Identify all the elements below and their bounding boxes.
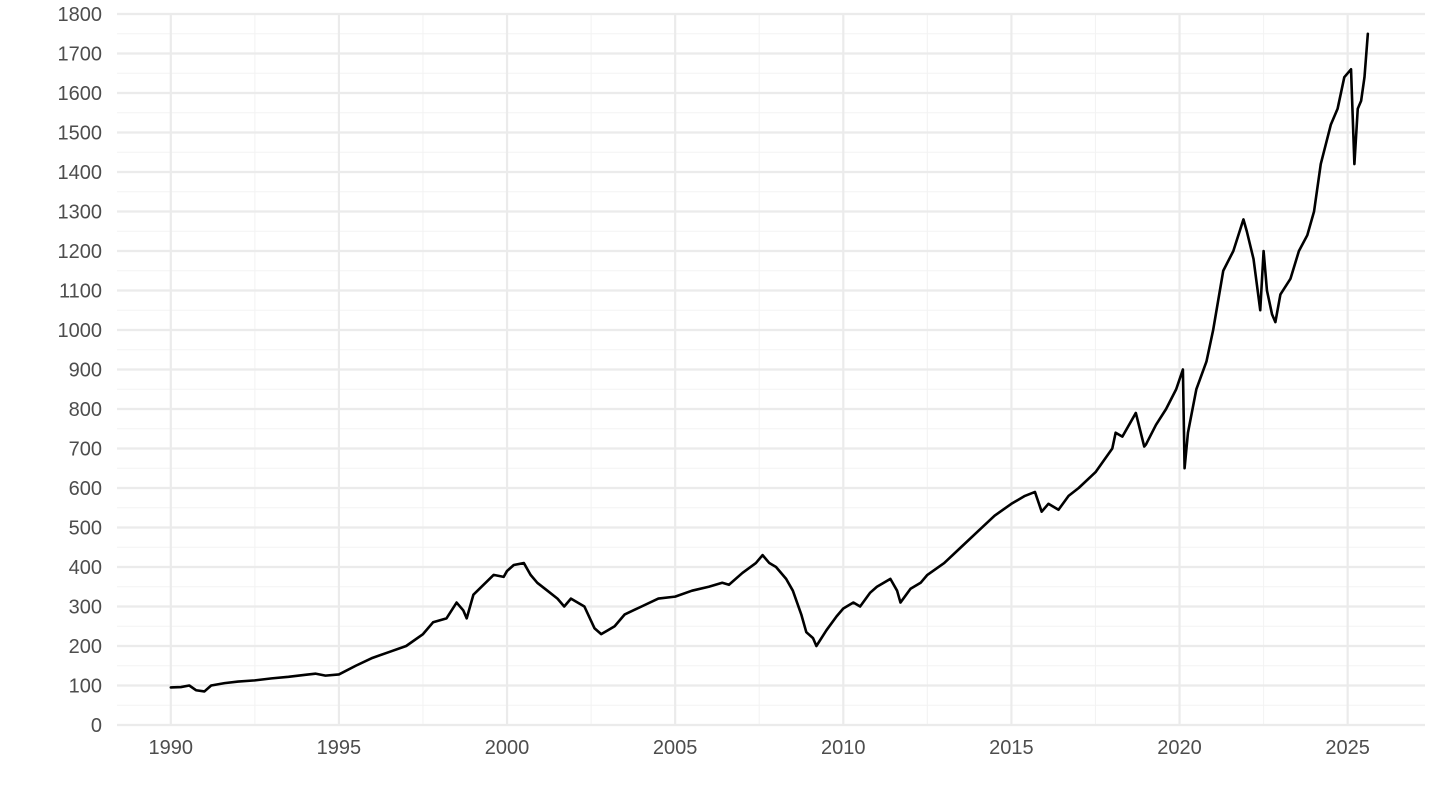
y-tick-label: 900 — [69, 360, 102, 382]
x-tick-label: 2000 — [485, 737, 530, 759]
y-tick-label: 1600 — [58, 83, 103, 105]
y-tick-label: 500 — [69, 518, 102, 540]
x-axis-tick-labels: 1990 1995 2000 2005 2010 2015 2020 2025 — [149, 737, 1370, 759]
y-tick-label: 200 — [69, 636, 102, 658]
y-tick-label: 1300 — [58, 202, 103, 224]
x-tick-label: 2025 — [1325, 737, 1370, 759]
x-tick-label: 2005 — [653, 737, 698, 759]
y-tick-label: 1400 — [58, 162, 103, 184]
y-tick-label: 1200 — [58, 241, 103, 263]
y-tick-label: 1800 — [58, 4, 103, 26]
y-tick-label: 300 — [69, 597, 102, 619]
y-tick-label: 1500 — [58, 123, 103, 145]
x-tick-label: 1995 — [317, 737, 362, 759]
y-tick-label: 100 — [69, 676, 102, 698]
x-tick-label: 2015 — [989, 737, 1034, 759]
series-line — [169, 32, 1370, 693]
y-tick-label: 1100 — [59, 281, 102, 303]
y-tick-label: 1700 — [58, 44, 103, 66]
y-tick-label: 0 — [91, 715, 102, 737]
y-tick-label: 400 — [69, 557, 102, 579]
major-gridlines — [117, 12, 1425, 727]
y-axis-tick-labels: 0 100 200 300 400 500 600 700 800 900 1000 1100 1200… — [58, 4, 103, 737]
series-layer — [169, 32, 1370, 693]
y-tick-label: 800 — [69, 399, 102, 421]
y-tick-label: 1000 — [58, 320, 103, 342]
y-tick-label: 700 — [69, 439, 102, 461]
x-tick-label: 2010 — [821, 737, 866, 759]
x-tick-label: 1990 — [149, 737, 194, 759]
y-tick-label: 600 — [69, 478, 102, 500]
x-tick-label: 2020 — [1157, 737, 1202, 759]
